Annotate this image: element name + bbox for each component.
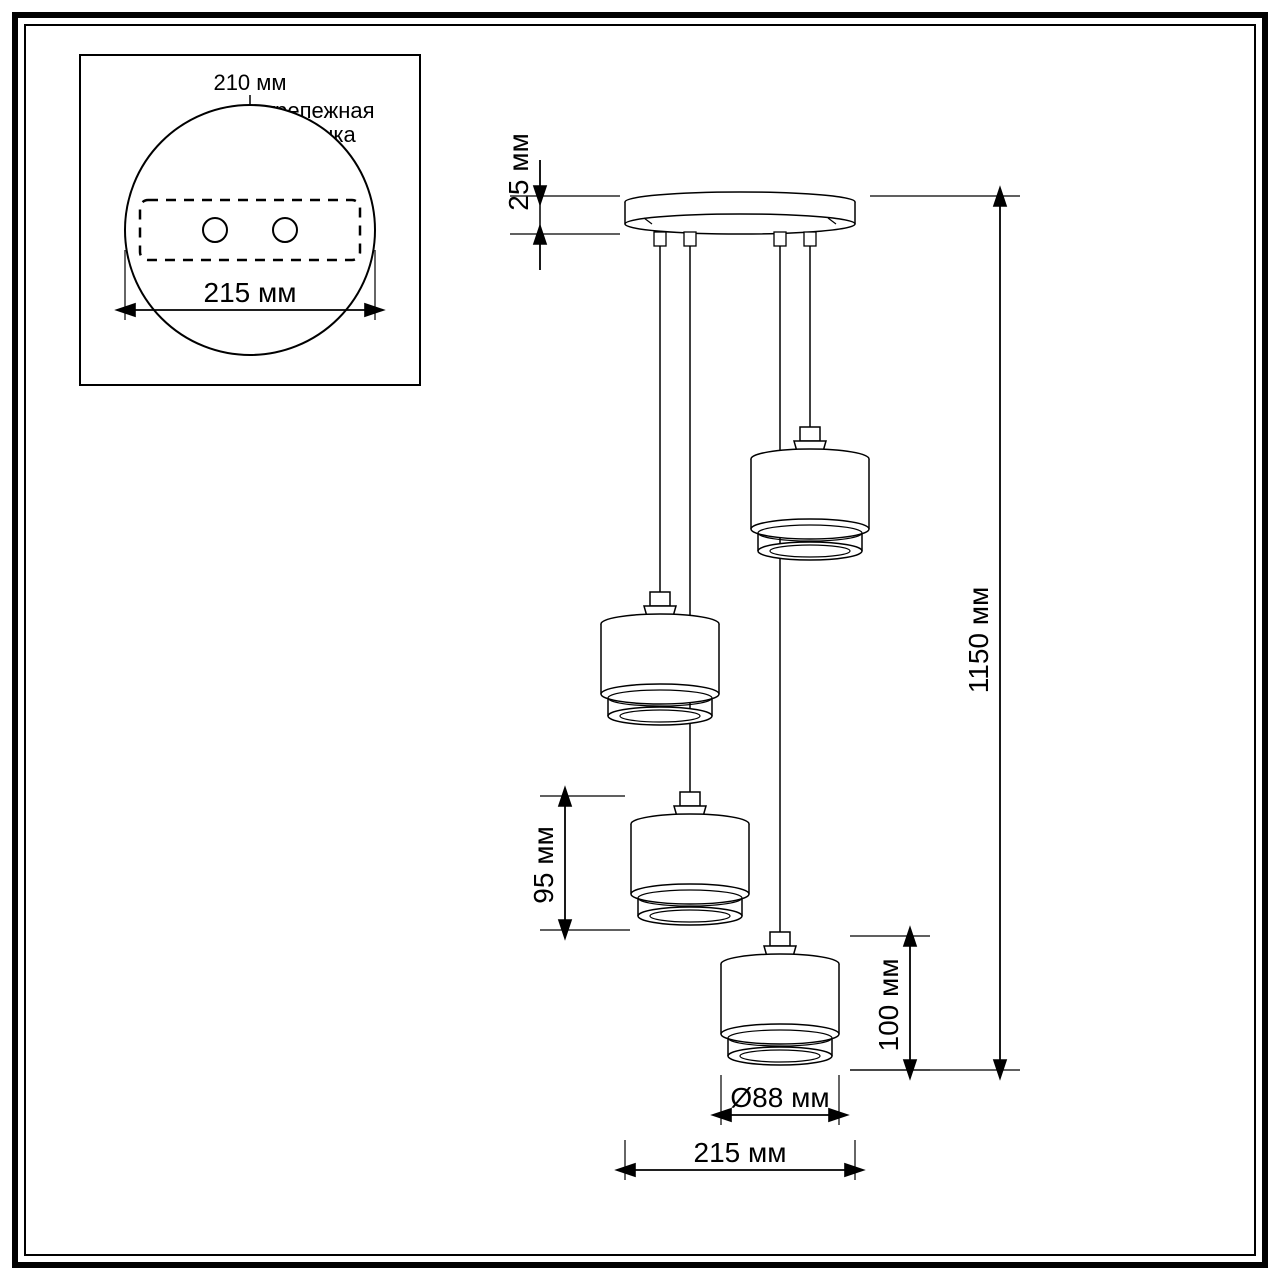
dim-shade-dia: Ø88 мм xyxy=(730,1082,829,1113)
dim-last-drop: 100 мм xyxy=(873,959,904,1052)
inset-diameter-label: 215 мм xyxy=(204,277,297,308)
luminaire-elevation: 25 мм 1150 мм 95 мм 100 мм Ø88 мм xyxy=(503,133,1020,1180)
diagram-frame: 210 мм крепежная планка 215 мм xyxy=(0,0,1280,1280)
dim-base-width: 215 мм xyxy=(694,1137,787,1168)
pendant-shade-4 xyxy=(721,932,839,1065)
pendant-shade-2 xyxy=(751,427,869,560)
dim-canopy-height: 25 мм xyxy=(503,133,534,210)
dim-total-height: 1150 мм xyxy=(963,587,994,694)
technical-drawing: 210 мм крепежная планка 215 мм xyxy=(0,0,1280,1280)
inset-mounting-plate: 210 мм крепежная планка 215 мм xyxy=(80,55,420,385)
ceiling-canopy xyxy=(625,192,855,246)
pendant-shade-3 xyxy=(631,792,749,925)
pendant-shade-1 xyxy=(601,592,719,725)
dim-shade-height: 95 мм xyxy=(528,826,559,903)
inset-width-label: 210 мм xyxy=(213,70,286,95)
